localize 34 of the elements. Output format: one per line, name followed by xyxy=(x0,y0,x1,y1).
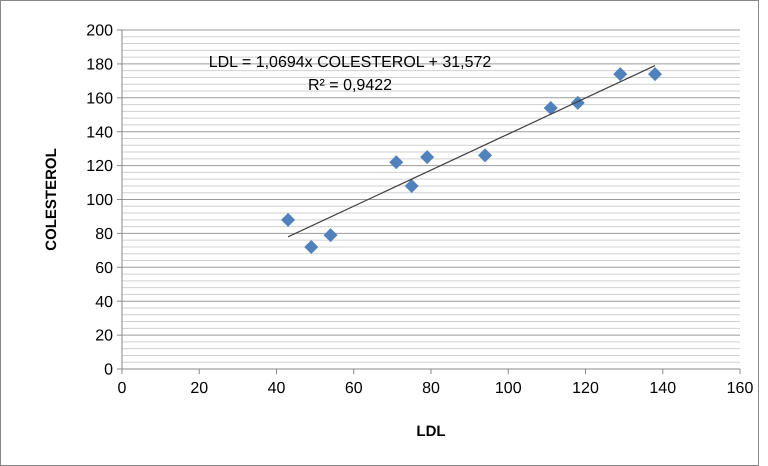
x-tick-label: 160 xyxy=(726,380,754,397)
annotation: R² = 0,9422 xyxy=(308,77,392,94)
y-tick-label: 20 xyxy=(95,328,114,345)
y-tick-label: 60 xyxy=(95,260,114,277)
y-tick-label: 140 xyxy=(86,124,114,142)
point xyxy=(324,228,338,242)
annotation: LDL = 1,0694x COLESTEROL + 31,572 xyxy=(208,54,492,71)
x-tick-label: 140 xyxy=(649,380,676,397)
y-tick-label: 40 xyxy=(95,294,114,311)
x-tick-label: 120 xyxy=(572,380,599,397)
y-tick-label: 80 xyxy=(95,226,114,243)
point xyxy=(544,100,558,115)
x-tick-label: 40 xyxy=(268,380,286,397)
y-tick-label: 160 xyxy=(86,90,114,108)
point xyxy=(304,240,318,254)
y-axis-title: COLESTEROL xyxy=(43,148,60,251)
y-tick-label: 120 xyxy=(86,158,114,176)
point xyxy=(404,178,419,193)
point xyxy=(478,148,492,162)
y-tick-label: 180 xyxy=(86,56,114,74)
y-tick-label: 0 xyxy=(104,362,114,379)
x-axis-title: LDL xyxy=(416,423,446,440)
point xyxy=(648,67,662,82)
point xyxy=(420,150,434,164)
point xyxy=(389,155,404,170)
y-tick-label: 100 xyxy=(86,192,114,210)
y-tick-label: 200 xyxy=(86,22,114,40)
x-tick-label: 80 xyxy=(422,380,440,397)
x-tick-label: 100 xyxy=(494,380,522,397)
point xyxy=(613,67,628,82)
point xyxy=(281,212,296,227)
x-tick-label: 20 xyxy=(190,380,208,397)
x-tick-label: 0 xyxy=(118,380,127,397)
x-tick-label: 60 xyxy=(344,380,363,397)
